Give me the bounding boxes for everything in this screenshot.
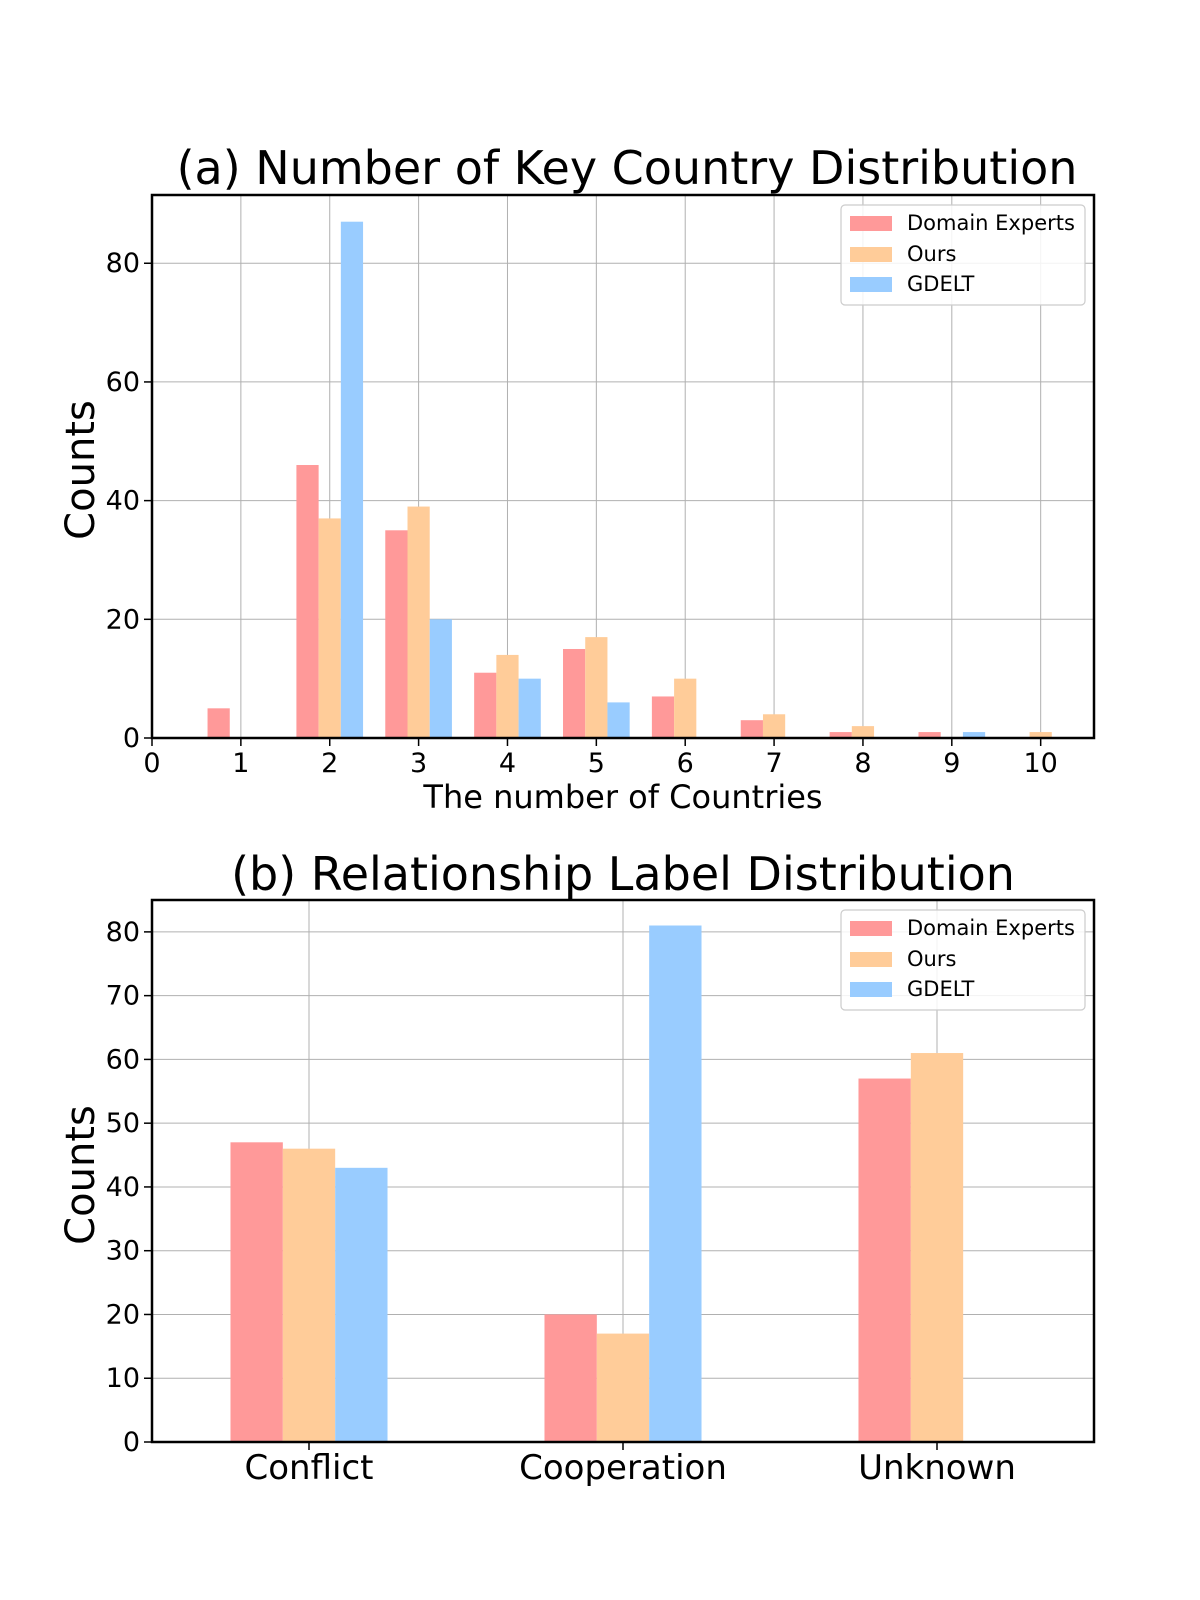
chart-a-bar xyxy=(474,672,497,738)
chart-b-legend-box xyxy=(840,909,1086,1011)
chart-a-bar xyxy=(918,732,941,738)
chart-a-bar xyxy=(207,708,230,738)
chart-a-x-tick-label: 0 xyxy=(143,748,160,779)
chart-a-bar xyxy=(563,648,586,738)
chart-b-x-tick-label: Conflict xyxy=(245,1448,374,1488)
chart-a-x-tick-label: 3 xyxy=(410,748,427,779)
chart-b-bars xyxy=(230,925,964,1442)
chart-a-legend-label-1: Ours xyxy=(907,242,956,266)
chart-b-bar xyxy=(230,1142,283,1442)
chart-b-y-tick-label: 60 xyxy=(106,1044,140,1075)
chart-a-x-tick-label: 2 xyxy=(321,748,338,779)
chart-b-legend-label-0: Domain Experts xyxy=(907,916,1075,940)
chart-b-bar xyxy=(858,1078,911,1442)
chart-a-legend-swatch-2 xyxy=(850,277,892,292)
chart-a-bars xyxy=(207,221,1052,738)
chart-b-bar xyxy=(649,925,702,1442)
chart-a-legend-swatch-0 xyxy=(850,216,892,231)
chart-a-bar xyxy=(429,619,452,738)
chart-a-x-tick-label: 10 xyxy=(1023,748,1057,779)
chart-a-x-tick-label: 5 xyxy=(588,748,605,779)
chart-b-y-tick-label: 50 xyxy=(106,1108,140,1139)
chart-b-bar xyxy=(335,1167,388,1442)
chart-b-legend-label-2: GDELT xyxy=(907,977,975,1001)
chart-a-bar xyxy=(607,702,630,738)
chart-a-x-ticks: 0 1 2 3 4 5 6 7 8 9 10 xyxy=(143,738,1058,779)
chart-b-y-tick-label: 0 xyxy=(123,1427,140,1458)
chart-b-x-ticks: Conflict Cooperation Unknown xyxy=(245,1442,1016,1488)
chart-b: (b) Relationship Label Distribution Conf… xyxy=(58,847,1096,1488)
chart-a-bar xyxy=(318,518,341,738)
chart-b-y-label: Counts xyxy=(58,1105,104,1245)
chart-b-legend-label-1: Ours xyxy=(907,947,956,971)
chart-b-y-ticks: 0 10 20 30 40 50 60 70 80 xyxy=(106,917,152,1458)
chart-a-bar xyxy=(1029,732,1052,738)
chart-a-bar xyxy=(385,530,408,738)
chart-a-frame xyxy=(150,193,1096,740)
chart-b-legend: Domain Experts Ours GDELT xyxy=(840,909,1086,1011)
chart-a-bar xyxy=(518,678,541,738)
chart-b-title: (b) Relationship Label Distribution xyxy=(231,847,1015,901)
chart-b-y-tick-label: 70 xyxy=(106,981,140,1012)
chart-b-legend-swatch-0 xyxy=(850,921,892,936)
chart-a-bar xyxy=(851,726,875,738)
chart-a-y-tick-label: 80 xyxy=(106,248,140,279)
chart-b-bar xyxy=(282,1148,336,1442)
chart-b-x-tick-label: Cooperation xyxy=(519,1448,727,1488)
chart-a-y-tick-label: 40 xyxy=(106,486,140,517)
chart-a-bar xyxy=(407,506,430,738)
chart-a-title: (a) Number of Key Country Distribution xyxy=(177,141,1078,195)
chart-a-bar xyxy=(496,654,519,738)
chart-a-y-label: Counts xyxy=(58,400,104,540)
chart-a-x-tick-label: 4 xyxy=(499,748,516,779)
chart-b-y-tick-label: 10 xyxy=(106,1363,140,1394)
chart-a-y-ticks: 0 20 40 60 80 xyxy=(106,248,152,754)
chart-a-x-tick-label: 8 xyxy=(854,748,871,779)
chart-a-legend-box xyxy=(840,204,1086,306)
chart-a-bar xyxy=(829,732,852,738)
chart-a-legend-swatch-1 xyxy=(850,247,892,262)
chart-a-bar xyxy=(296,465,319,738)
chart-a-bar xyxy=(340,221,364,738)
chart-b-y-tick-label: 30 xyxy=(106,1236,140,1267)
chart-a-bar xyxy=(674,678,697,738)
chart-a-bar xyxy=(762,714,786,738)
chart-b-legend-swatch-1 xyxy=(850,952,892,967)
chart-a: (a) Number of Key Country Distribution 0… xyxy=(58,141,1096,816)
chart-a-bar xyxy=(651,696,675,738)
chart-b-x-tick-label: Unknown xyxy=(858,1448,1016,1488)
chart-a-bar xyxy=(740,720,763,738)
chart-b-y-tick-label: 40 xyxy=(106,1172,140,1203)
chart-b-y-tick-label: 80 xyxy=(106,917,140,948)
chart-b-legend-swatch-2 xyxy=(850,982,892,997)
chart-b-bar xyxy=(544,1314,597,1442)
chart-a-legend-label-2: GDELT xyxy=(907,272,975,296)
chart-a-y-tick-label: 20 xyxy=(106,604,140,635)
chart-a-legend: Domain Experts Ours GDELT xyxy=(840,204,1086,306)
chart-a-bar xyxy=(962,732,986,738)
chart-a-y-tick-label: 0 xyxy=(123,723,140,754)
chart-a-legend-label-0: Domain Experts xyxy=(907,211,1075,235)
chart-a-x-tick-label: 6 xyxy=(677,748,694,779)
chart-b-bar xyxy=(596,1333,650,1442)
chart-b-bar xyxy=(910,1053,964,1442)
chart-b-y-tick-label: 20 xyxy=(106,1299,140,1330)
chart-a-x-tick-label: 9 xyxy=(943,748,960,779)
chart-a-y-tick-label: 60 xyxy=(106,367,140,398)
chart-a-x-tick-label: 7 xyxy=(765,748,782,779)
chart-a-x-label: The number of Countries xyxy=(422,778,822,816)
chart-a-bar xyxy=(585,637,608,738)
chart-a-x-tick-label: 1 xyxy=(232,748,249,779)
